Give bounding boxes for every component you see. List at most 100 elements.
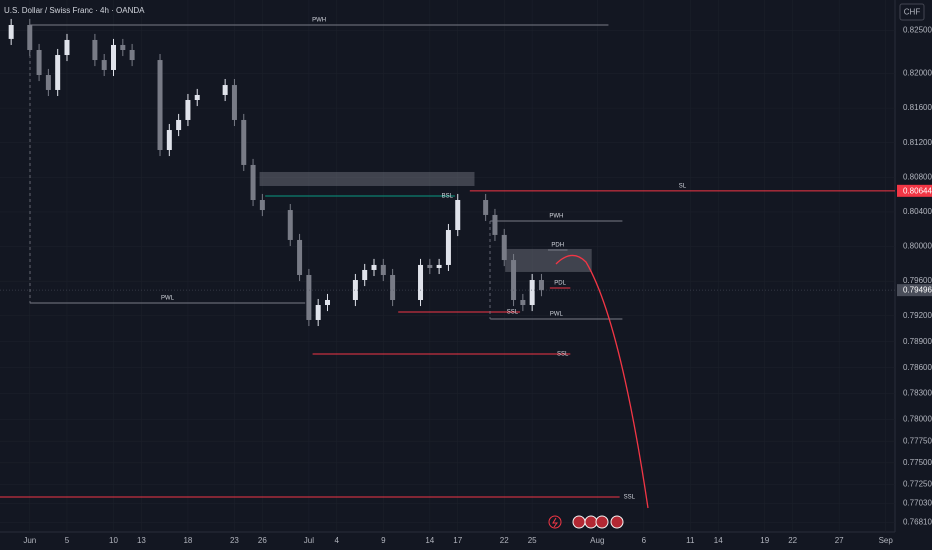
y-tick-label: 0.77500 — [903, 458, 932, 467]
candle-body — [297, 239, 303, 275]
candle-body — [120, 44, 126, 50]
candle-body — [157, 60, 163, 150]
currency-button[interactable] — [899, 3, 925, 21]
y-tick-label: 0.78600 — [903, 363, 932, 372]
level-label: SSL — [557, 352, 569, 358]
event-icon[interactable] — [595, 515, 609, 529]
x-tick-label: 13 — [137, 536, 146, 545]
candle-body — [445, 230, 451, 265]
symbol-title: U.S. Dollar / Swiss Franc · 4h · OANDA — [4, 6, 145, 15]
candle-body — [483, 199, 489, 215]
x-tick-label: 18 — [183, 536, 192, 545]
candle-body — [501, 234, 507, 261]
price-tag — [897, 284, 932, 297]
x-tick-label: 5 — [65, 536, 70, 545]
candle-body — [176, 119, 182, 131]
candle-body — [390, 274, 396, 300]
price-tag-label: 0.79496 — [903, 286, 932, 295]
candle-body — [306, 274, 312, 320]
candle-body — [427, 264, 433, 268]
candle-body — [259, 199, 265, 211]
event-icon[interactable] — [572, 515, 586, 529]
candle-body — [538, 280, 544, 291]
price-tag-label: 0.80644 — [903, 186, 932, 195]
x-tick-label: 22 — [788, 536, 797, 545]
event-icon[interactable] — [610, 515, 624, 529]
candle-body — [511, 260, 517, 300]
level-label: PDL — [554, 281, 566, 287]
level-label: SL — [679, 183, 687, 189]
candle-body — [520, 299, 526, 306]
y-tick-label: 0.79200 — [903, 311, 932, 320]
candle-body — [111, 44, 117, 70]
y-tick-label: 0.81600 — [903, 103, 932, 112]
x-tick-label: 6 — [642, 536, 647, 545]
x-tick-label: 27 — [835, 536, 844, 545]
y-tick-label: 0.76810 — [903, 518, 932, 527]
y-tick-label: 0.77030 — [903, 499, 932, 508]
level-label: PWH — [312, 18, 326, 24]
x-tick-label: 11 — [686, 536, 695, 545]
candle-body — [371, 264, 377, 270]
candle-body — [185, 99, 191, 120]
level-label: PWH — [549, 214, 563, 220]
y-tick-label: 0.80400 — [903, 207, 932, 216]
candle-body — [362, 269, 368, 281]
candle-body — [380, 264, 386, 275]
y-tick-label: 0.77250 — [903, 480, 932, 489]
x-tick-label: 26 — [258, 536, 267, 545]
candle-body — [455, 199, 461, 231]
y-tick-label: 0.78900 — [903, 337, 932, 346]
x-tick-label: 4 — [335, 536, 340, 545]
y-tick-label: 0.80000 — [903, 242, 932, 251]
y-tick-label: 0.79600 — [903, 276, 932, 285]
y-tick-label: 0.78000 — [903, 415, 932, 424]
candle-body — [36, 49, 42, 75]
candle-body — [352, 280, 358, 300]
level-label: PWL — [161, 296, 175, 302]
event-icon[interactable] — [584, 515, 598, 529]
x-tick-label: 14 — [425, 536, 434, 545]
y-tick-label: 0.77750 — [903, 436, 932, 445]
x-tick-label: 19 — [760, 536, 769, 545]
currency-label[interactable]: CHF — [904, 8, 921, 17]
candle-body — [250, 164, 256, 200]
event-icon[interactable] — [548, 515, 562, 529]
candle-body — [129, 49, 135, 61]
level-label: BSL — [442, 194, 454, 200]
x-tick-label: Aug — [590, 536, 604, 545]
candle-body — [492, 214, 498, 235]
x-tick-label: Jun — [23, 536, 36, 545]
level-label: SSL — [507, 310, 519, 316]
candle-body — [529, 280, 535, 306]
level-label: PWL — [550, 312, 564, 318]
y-tick-label: 0.80800 — [903, 172, 932, 181]
y-tick-label: 0.81200 — [903, 138, 932, 147]
candle-body — [222, 85, 228, 95]
level-label: PDH — [551, 243, 564, 249]
candle-body — [45, 74, 51, 90]
candle-body — [418, 264, 424, 300]
x-tick-label: 17 — [453, 536, 462, 545]
candle-body — [324, 299, 330, 306]
candle-body — [55, 55, 61, 90]
zone-box — [259, 171, 475, 186]
candle-body — [194, 94, 200, 100]
candle-body — [287, 210, 293, 240]
candle-body — [101, 60, 107, 70]
candle-body — [436, 264, 442, 268]
candle-body — [231, 85, 237, 120]
event-icon-glyph — [552, 517, 558, 528]
level-label: SSL — [624, 495, 636, 501]
x-tick-label: 14 — [714, 536, 723, 545]
plot-area: PWH PWL SL BSL PWH PDH PDL SSL PWL SSL SSL — [0, 17, 895, 501]
candle-body — [92, 39, 98, 61]
x-tick-label: 23 — [230, 536, 239, 545]
zone-box — [505, 248, 592, 272]
x-tick-label: 9 — [381, 536, 386, 545]
x-tick-label: 22 — [500, 536, 509, 545]
candle-body — [8, 24, 14, 39]
price-tag — [897, 184, 932, 197]
x-tick-label: Sep — [879, 536, 894, 545]
